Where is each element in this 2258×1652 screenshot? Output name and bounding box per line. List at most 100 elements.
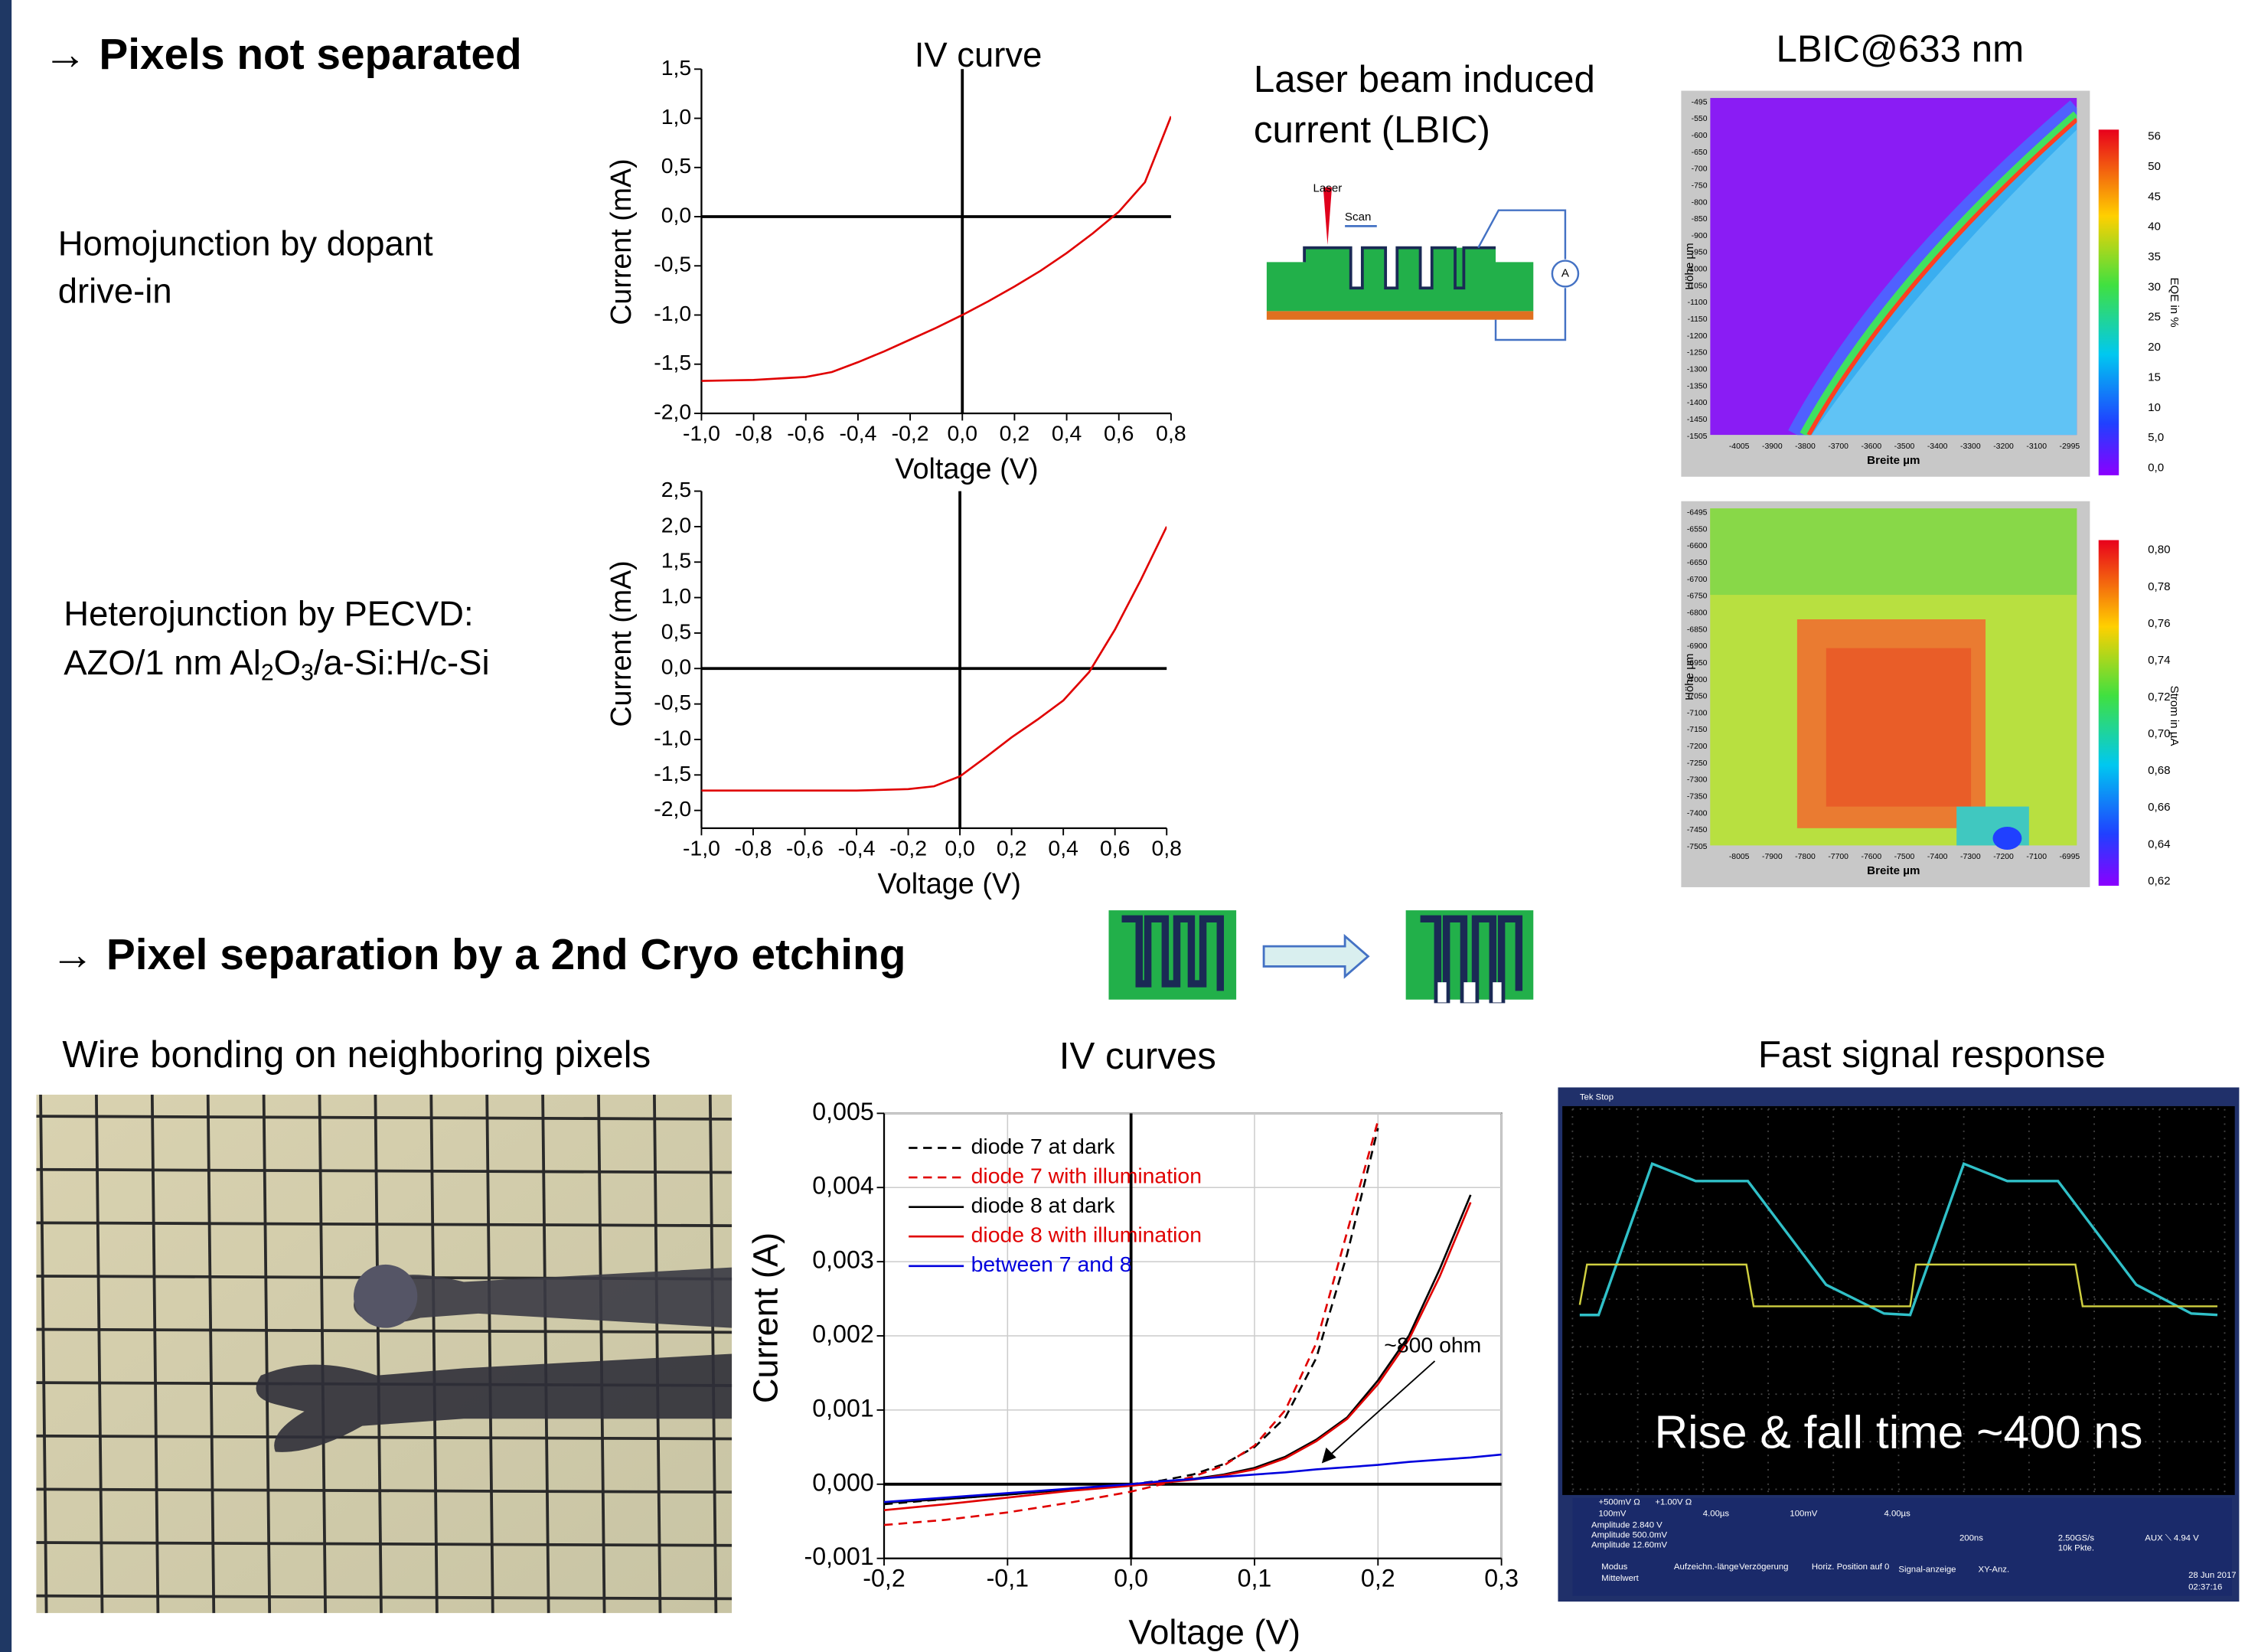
y-tick-label: 1,5 <box>661 55 691 80</box>
map-x-label: Breite µm <box>1867 454 1920 467</box>
scope-label: 200ns <box>1959 1533 1983 1543</box>
x-tick-label: -0,2 <box>863 1564 905 1592</box>
scope-label: Horiz. Position auf 0 <box>1812 1562 1890 1572</box>
colorbar-tick: 20 <box>2148 341 2161 354</box>
chart: -0,2 -0,1 0,0 0,1 0,2 0,3 -0,001 0,000 0,001 0,00… <box>746 1036 1519 1651</box>
lbic-map <box>1681 501 2119 887</box>
map-tick: -850 <box>1692 215 1708 224</box>
lbic-annotations: -4005 -3900 -3800 -3700 -3600 -3500 -3400 -3300… <box>1683 98 2181 887</box>
photo-grid <box>36 1541 733 1547</box>
photo-grid <box>150 1094 160 1614</box>
x-tick-label: 0,6 <box>1100 836 1130 860</box>
map-tick: -7500 <box>1894 853 1915 861</box>
map-tick: -7150 <box>1687 726 1708 734</box>
label: AZO/1 nm Al2O3/a-Si:H/c-Si <box>64 643 489 685</box>
y-tick-label: -1,0 <box>654 301 691 325</box>
map-tick: -7900 <box>1762 853 1783 861</box>
colorbar-tick: 0,72 <box>2148 691 2170 704</box>
scope-label: Verzögerung <box>1739 1562 1788 1572</box>
map-tick: -6850 <box>1687 625 1708 634</box>
colorbar-tick: 45 <box>2148 190 2161 203</box>
colorbar-tick: 35 <box>2148 250 2161 263</box>
photo-grid <box>374 1094 383 1614</box>
y-tick-label: -0,5 <box>654 252 691 276</box>
map-tick: -600 <box>1692 132 1708 140</box>
series-line <box>884 1194 1472 1504</box>
chart: -1,0 -0,8 -0,6 -0,4 -0,2 0,0 0,2 0,4 0,6 0,8 -2,0 -… <box>605 477 1182 899</box>
map-tick: -6650 <box>1687 559 1708 567</box>
map-tick: -2995 <box>2060 442 2080 451</box>
lbic-map <box>1681 90 2119 477</box>
x-tick-label: 0,8 <box>1151 836 1181 860</box>
map-tick: -7200 <box>1687 743 1708 751</box>
map-tick: -1250 <box>1687 349 1708 357</box>
series-line <box>701 116 1171 382</box>
map-tick: -6995 <box>2060 853 2080 861</box>
photo-grid <box>206 1094 216 1614</box>
scope-label: Aufzeichn.-länge <box>1674 1562 1739 1572</box>
y-tick-label: 0,5 <box>661 153 691 178</box>
series-line <box>884 1202 1472 1512</box>
y-axis-label: Current (A) <box>746 1232 785 1403</box>
label: A <box>1561 266 1570 279</box>
y-tick-label: -2,0 <box>654 400 691 424</box>
map-tick: -7450 <box>1687 826 1708 834</box>
x-tick-label: -1,0 <box>683 421 720 446</box>
map-tick: -6900 <box>1687 642 1708 651</box>
map-tick: -7400 <box>1687 809 1708 818</box>
y-tick-label: -0,5 <box>654 690 691 714</box>
photo-grid <box>39 1094 48 1614</box>
y-tick-label: 0,0 <box>661 203 691 227</box>
y-tick-label: 0,0 <box>661 655 691 679</box>
map-tick: -7100 <box>1687 709 1708 717</box>
photo-grid <box>597 1094 606 1614</box>
scope-label: +500mV Ω <box>1598 1497 1640 1507</box>
map-tick: -3200 <box>1993 442 2014 451</box>
scope-label: 2.50GS/s <box>2058 1533 2095 1543</box>
map-tick: -6495 <box>1687 509 1708 517</box>
map-tick: -7250 <box>1687 759 1708 768</box>
map-tick: -900 <box>1692 232 1708 240</box>
map-tick: -550 <box>1692 115 1708 123</box>
map-tick: -650 <box>1692 149 1708 157</box>
y-tick-label: 0,000 <box>812 1468 874 1496</box>
colorbar-tick: 56 <box>2148 130 2161 143</box>
series-line <box>884 1453 1502 1503</box>
scope-label: +1.00V Ω <box>1655 1497 1692 1507</box>
map-y-label: Höhe µm <box>1683 243 1696 289</box>
label: Heterojunction by PECVD: <box>64 594 473 633</box>
chart-title: IV curves <box>1059 1036 1216 1077</box>
heading: → Pixel separation by a 2nd Cryo etching <box>51 930 905 978</box>
colorbar-tick: 0,70 <box>2148 727 2170 740</box>
lbic-diagram: Laser Scan A <box>1266 181 1580 341</box>
etch-icon <box>1108 910 1534 1004</box>
map-tick: -7800 <box>1795 853 1816 861</box>
map-tick: -6750 <box>1687 593 1708 601</box>
annotation: ~800 ohm <box>1384 1333 1481 1357</box>
colorbar-tick: 25 <box>2148 311 2161 324</box>
colorbar-tick: 0,64 <box>2148 837 2170 850</box>
scope-label: Modus <box>1601 1562 1627 1572</box>
y-tick-label: 0,003 <box>812 1246 874 1274</box>
label: drive-in <box>58 272 172 311</box>
scope-label: 4.00µs <box>1703 1509 1730 1518</box>
legend-label: diode 7 at dark <box>971 1134 1116 1158</box>
colorbar-tick: 30 <box>2148 280 2161 293</box>
y-tick-label: 0,004 <box>812 1172 874 1200</box>
x-tick-label: -0,6 <box>787 421 824 446</box>
map-y-label: Höhe µm <box>1683 654 1696 700</box>
scope-caption: Rise & fall time ~400 ns <box>1654 1406 2142 1458</box>
colorbar-tick: 0,68 <box>2148 764 2170 777</box>
photo-grid <box>36 1167 733 1174</box>
x-tick-label: 0,2 <box>1361 1564 1395 1592</box>
map-tick: -1200 <box>1687 332 1708 341</box>
map-tick: -3600 <box>1862 442 1882 451</box>
colorbar-tick: 0,80 <box>2148 544 2170 557</box>
map-tick: -7300 <box>1687 776 1708 785</box>
scope-labels: Tek Stop +500mV Ω +1.00V Ω 100mV 4.00µs 100mV… <box>1580 1093 2237 1592</box>
map-tick: -1300 <box>1687 366 1708 374</box>
scope-label: Amplitude 500.0mV <box>1591 1531 1667 1540</box>
y-tick-label: 1,0 <box>661 104 691 129</box>
x-tick-label: 0,3 <box>1484 1564 1519 1592</box>
x-tick-label: 0,8 <box>1156 421 1186 446</box>
